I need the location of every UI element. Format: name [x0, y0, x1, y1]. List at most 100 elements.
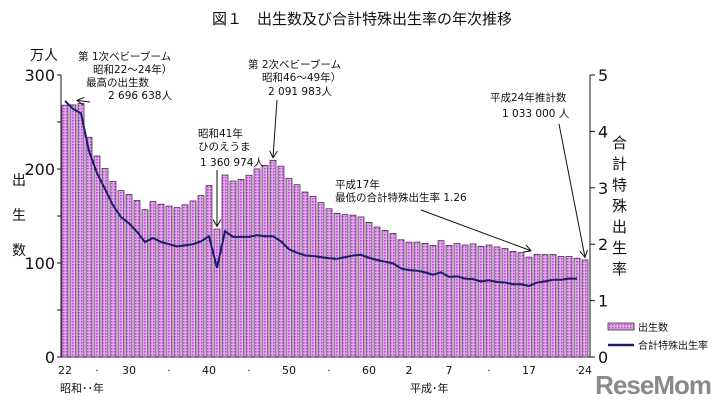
left-tick-label: 0	[45, 348, 55, 367]
bar-1970	[245, 174, 253, 358]
bar-1962	[181, 204, 189, 358]
x-tick-label: ·	[575, 364, 579, 377]
bar-2004	[517, 252, 525, 358]
x-era-label-heisei: 平成･年	[410, 381, 449, 395]
bar-2009	[557, 256, 565, 358]
x-tick-label: 2	[406, 364, 413, 377]
legend-label-births: 出生数	[638, 321, 668, 334]
bar-1997	[461, 244, 469, 358]
x-era-label-showa: 昭和･･年	[60, 381, 104, 395]
x-tick-label: ·	[95, 364, 99, 377]
bar-1978	[309, 196, 317, 358]
left-axis-title-char: 出	[12, 173, 26, 189]
annotation-text: 第 1次ベビーブーム	[78, 50, 171, 63]
right-tick-label: 3	[598, 179, 608, 198]
x-tick-label: 7	[446, 364, 453, 377]
left-axis-title-char: 数	[12, 243, 26, 259]
bar-2002	[501, 248, 509, 358]
left-tick-label: 300	[24, 66, 55, 85]
x-tick-label: 17	[522, 364, 536, 377]
bar-1985	[365, 222, 373, 358]
bar-1995	[445, 245, 453, 358]
bar-2010	[565, 255, 573, 358]
bar-2005	[525, 256, 533, 358]
bar-1993	[429, 244, 437, 358]
bar-2011	[573, 257, 581, 358]
right-axis-title-char: 殊	[612, 197, 627, 215]
right-tick-label: 1	[598, 292, 608, 311]
bar-2012	[581, 259, 589, 358]
bar-1988	[389, 233, 397, 358]
right-axis-title-char: 生	[612, 239, 627, 257]
left-tick-label: 200	[24, 160, 55, 179]
annotation-text: 平成24年推計数	[490, 91, 567, 104]
bar-1949	[77, 103, 85, 358]
x-tick-label: ·	[247, 364, 251, 377]
bar-1967	[221, 174, 229, 358]
bar-1969	[237, 179, 245, 358]
bar-1951	[93, 155, 101, 358]
bar-1976	[293, 184, 301, 358]
left-tick-label: 100	[24, 254, 55, 273]
annotation-text: 1 033 000 人	[502, 108, 570, 120]
right-axis-title-char: 合	[612, 134, 627, 152]
right-tick-label: 5	[598, 66, 608, 85]
bar-1996	[453, 243, 461, 358]
bar-1965	[205, 185, 213, 358]
annotation-text: 昭和41年	[198, 127, 243, 140]
bar-1948	[69, 104, 77, 358]
bar-1980	[325, 208, 333, 358]
bar-1972	[261, 164, 269, 358]
bar-1957	[141, 209, 149, 358]
right-axis-title-char: 率	[612, 260, 627, 278]
annotation-text: 2 696 638人	[108, 90, 172, 102]
bar-1981	[333, 212, 341, 358]
x-tick-label: ·	[167, 364, 171, 377]
x-tick-label: 22	[58, 364, 72, 377]
bar-1990	[405, 241, 413, 358]
bar-1947	[61, 104, 69, 358]
annotation-text: 平成17年	[335, 178, 380, 191]
bar-1983	[349, 214, 357, 358]
x-tick-label: 24	[578, 364, 592, 377]
annotation-text: 最高の出生数	[86, 76, 149, 89]
bar-2007	[541, 254, 549, 358]
bar-1998	[469, 243, 477, 358]
bar-2000	[485, 244, 493, 358]
right-tick-label: 4	[598, 122, 608, 141]
annotation-text: ひのえうま	[198, 141, 251, 153]
bar-1975	[285, 177, 293, 358]
bar-1979	[317, 202, 325, 358]
bar-2006	[533, 253, 541, 358]
bar-1953	[109, 181, 117, 358]
bar-1961	[173, 207, 181, 358]
bar-1984	[357, 216, 365, 358]
chart-title: 図１ 出生数及び合計特殊出生率の年次推移	[212, 10, 512, 28]
bar-1991	[413, 241, 421, 358]
bar-1987	[381, 230, 389, 358]
x-tick-label: 40	[202, 364, 216, 377]
bar-1952	[101, 168, 109, 358]
legend-label-tfr: 合計特殊出生率	[638, 339, 708, 352]
annotation-arrow	[558, 123, 585, 257]
bar-1999	[477, 245, 485, 358]
bar-2003	[509, 250, 517, 358]
annotation-arrow	[420, 209, 531, 251]
bar-1971	[253, 168, 261, 358]
right-tick-label: 0	[598, 348, 608, 367]
right-tick-label: 2	[598, 235, 608, 254]
bar-2001	[493, 246, 501, 358]
resemom-logo: ReseMom	[595, 370, 712, 400]
annotation-arrow	[273, 99, 278, 158]
x-tick-label: 60	[362, 364, 376, 377]
bar-1963	[189, 200, 197, 358]
bar-1966	[213, 228, 221, 358]
bar-1986	[373, 226, 381, 358]
annotation-text: 最低の合計特殊出生率 1.26	[335, 191, 467, 204]
bar-1964	[197, 195, 205, 358]
bar-1982	[341, 214, 349, 358]
x-tick-label: ·	[487, 364, 491, 377]
x-tick-label: 50	[282, 364, 296, 377]
bar-1960	[165, 205, 173, 358]
